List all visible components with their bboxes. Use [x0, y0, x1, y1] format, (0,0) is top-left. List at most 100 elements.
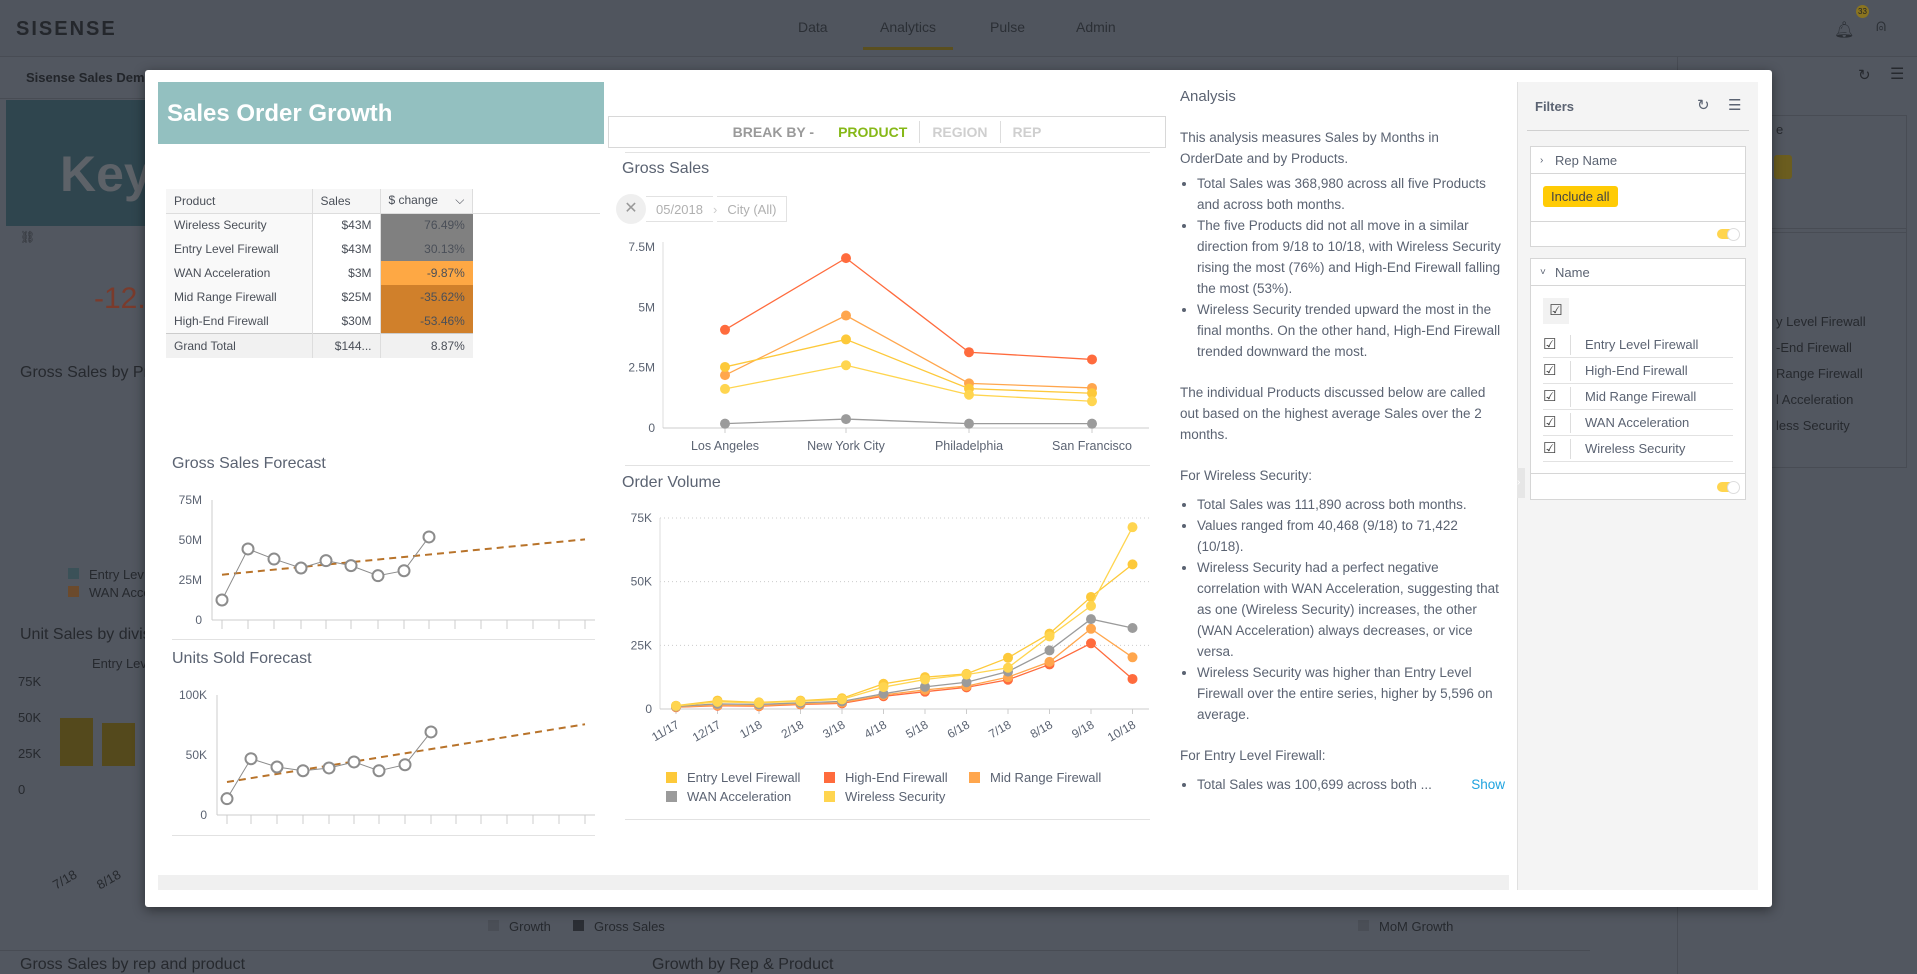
checkbox-checked-icon[interactable]: ☑	[1543, 360, 1571, 381]
gross-sales-title: Gross Sales	[622, 160, 710, 177]
nav-pulse[interactable]: Pulse	[990, 19, 1026, 35]
bg-bar	[60, 718, 93, 766]
table-row[interactable]: WAN Acceleration $3M -9.87%	[166, 261, 473, 285]
cell-sales: $3M	[312, 261, 381, 285]
include-all-chip[interactable]: Include all	[1543, 186, 1618, 207]
section-title: For Wireless Security:	[1180, 468, 1313, 483]
x-tick-label: San Francisco	[1052, 439, 1132, 453]
data-point	[267, 552, 281, 566]
filter-toggle[interactable]	[1717, 228, 1740, 241]
y-tick-label: 50K	[186, 748, 207, 762]
data-point	[720, 370, 730, 381]
data-point	[1087, 388, 1097, 399]
break-by-region[interactable]: REGION	[932, 124, 988, 140]
filter-item[interactable]: ☑ Mid Range Firewall	[1543, 384, 1733, 410]
y-tick-label: 0	[200, 808, 207, 822]
nav-analytics[interactable]: Analytics	[880, 19, 937, 35]
divider	[919, 121, 921, 143]
data-point	[397, 564, 411, 578]
legend-item[interactable]: High-End Firewall	[824, 770, 969, 785]
breadcrumb-date[interactable]: 05/2018	[646, 196, 713, 222]
data-point	[1086, 623, 1096, 634]
user-icon[interactable]: ⍝	[1876, 16, 1887, 35]
refresh-icon[interactable]: ↻	[1858, 67, 1871, 84]
nav-admin[interactable]: Admin	[1076, 19, 1116, 35]
select-all-checkbox[interactable]: ☑	[1543, 298, 1569, 324]
table-row[interactable]: Wireless Security $43M 76.49%	[166, 213, 473, 237]
filter-item[interactable]: ☑ Entry Level Firewall	[1543, 332, 1733, 358]
list-item: Wireless Security had a perfect negative…	[1197, 557, 1505, 662]
gross-forecast-title: Gross Sales Forecast	[172, 455, 326, 472]
legend-item[interactable]: Entry Level Firewall	[666, 770, 824, 785]
table-row[interactable]: Entry Level Firewall $43M 30.13%	[166, 237, 473, 261]
col-product[interactable]: Product	[166, 189, 313, 214]
break-by-bar: BREAK BY - PRODUCT REGION REP	[608, 116, 1166, 148]
data-point	[837, 694, 847, 705]
sisense-logo[interactable]: SISENSE	[16, 18, 117, 40]
pivot-table: Product Sales $ change ⌵ Wireless Securi…	[166, 189, 474, 358]
filter-item[interactable]: ☑ High-End Firewall	[1543, 358, 1733, 384]
filter-header[interactable]: ˅ Name	[1531, 259, 1745, 286]
checkbox-checked-icon[interactable]: ☑	[1543, 412, 1571, 433]
menu-icon[interactable]: ☰	[1890, 66, 1905, 83]
refresh-icon[interactable]: ↻	[1697, 97, 1710, 114]
filter-item[interactable]: ☑ WAN Acceleration	[1543, 410, 1733, 436]
x-tick-label: 3/18	[820, 717, 848, 741]
x-tick-label: 2/18	[779, 717, 807, 741]
data-point	[795, 696, 806, 707]
filter-item-label: Wireless Security	[1585, 441, 1686, 456]
notification-badge: 33	[1856, 5, 1869, 18]
table-total-row: Grand Total $144... 8.87%	[166, 332, 473, 358]
x-tick-label: 12/17	[690, 717, 723, 744]
legend-item[interactable]: Mid Range Firewall	[969, 770, 1129, 785]
y-tick-label: 25K	[631, 638, 652, 652]
nav-data[interactable]: Data	[798, 19, 828, 35]
bg-legend-gross: Gross Sales	[573, 919, 665, 934]
legend-item[interactable]: WAN Acceleration	[666, 789, 824, 804]
series-line	[675, 526, 1134, 707]
checkbox-checked-icon[interactable]: ☑	[1543, 334, 1571, 355]
break-by-rep[interactable]: REP	[1012, 124, 1042, 140]
menu-icon[interactable]: ☰	[1728, 97, 1742, 114]
bg-y-ticks: 75K 50K 25K 0	[18, 674, 42, 797]
filter-toggle[interactable]	[1717, 481, 1740, 494]
x-tick-label: 11/17	[649, 717, 682, 744]
close-icon[interactable]: ✕	[616, 194, 646, 224]
checkbox-checked-icon[interactable]: ☑	[1543, 386, 1571, 407]
table-row[interactable]: Mid Range Firewall $25M -35.62%	[166, 285, 473, 309]
chevron-down-icon[interactable]: ⌵	[455, 193, 465, 208]
data-point	[720, 383, 730, 394]
y-tick-label: 50K	[631, 575, 652, 589]
bg-banner	[6, 100, 166, 226]
legend-item[interactable]: Wireless Security	[824, 789, 969, 804]
bell-icon[interactable]: 🔔︎	[1834, 22, 1855, 39]
break-by-product[interactable]: PRODUCT	[838, 124, 908, 140]
show-more-link[interactable]: Show	[1471, 777, 1505, 792]
cell-product: Mid Range Firewall	[166, 285, 313, 309]
filter-header[interactable]: › Rep Name	[1531, 147, 1745, 174]
checkbox-checked-icon[interactable]: ☑	[1543, 438, 1571, 459]
data-point	[961, 669, 972, 680]
x-tick-label: 1/18	[737, 717, 765, 741]
filter-item-label: Entry Level Firewall	[1585, 337, 1699, 352]
breadcrumb-city[interactable]: City (All)	[717, 196, 788, 222]
cell-sales: $30M	[312, 309, 381, 333]
table-row[interactable]: High-End Firewall $30M -53.46%	[166, 309, 473, 333]
col-change[interactable]: $ change ⌵	[380, 189, 474, 214]
legend-swatch	[666, 791, 677, 802]
horizontal-scrollbar[interactable]	[158, 875, 1509, 890]
legend-label: Entry Level Firewall	[687, 770, 801, 785]
x-tick-label: 6/18	[945, 717, 973, 741]
data-point	[1086, 638, 1096, 649]
col-sales[interactable]: Sales	[312, 189, 381, 214]
data-point	[964, 389, 974, 400]
filter-item[interactable]: ☑ Wireless Security	[1543, 436, 1733, 462]
data-point	[671, 700, 681, 711]
collapse-handle[interactable]: ›	[1517, 468, 1525, 498]
y-tick-label: 7.5M	[628, 240, 655, 254]
x-tick-label: New York City	[807, 439, 886, 453]
bg-widget-title: Unit Sales by divis	[20, 626, 151, 643]
legend-label: High-End Firewall	[845, 770, 948, 785]
legend-swatch	[969, 772, 980, 783]
bg-widget-title: Gross Sales by Pro	[20, 364, 158, 381]
